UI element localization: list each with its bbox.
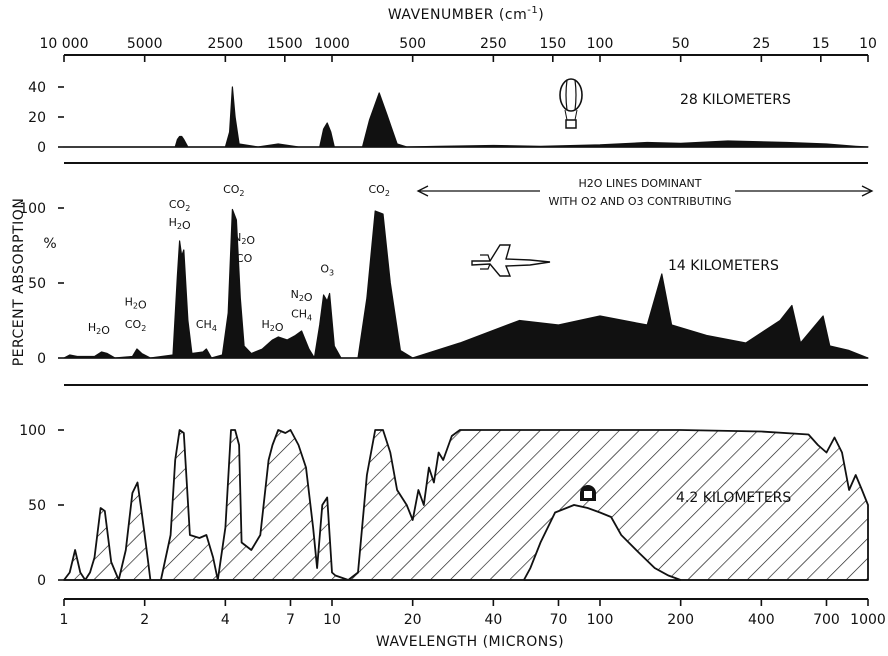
y-tick-label: 100	[19, 423, 46, 439]
bottom-tick-label: 7	[286, 612, 295, 628]
top-tick-label: 15	[812, 36, 830, 52]
arrow-text-line1: H2O LINES DOMINANT	[578, 177, 701, 190]
observatory-hill	[523, 504, 682, 581]
panels: 0 20 40 0 50 100 0 50 100 H2O H2O CO2 CO2 H2O CH4 CO2 N2…	[19, 80, 869, 589]
y-tick-label: 0	[37, 573, 46, 589]
molecule-label: CH4	[196, 318, 217, 333]
molecule-label: H2O	[125, 296, 147, 312]
bottom-tick-label: 2	[140, 612, 149, 628]
panel-label-14km: 14 KILOMETERS	[668, 258, 779, 274]
molecule-label: CO2	[368, 183, 389, 198]
top-axis-ticks: 10 000 5000 2500 1500 1000 500 250 150 100 50 25 15…	[40, 36, 877, 62]
absorption-area	[63, 429, 869, 581]
observatory-icon	[580, 485, 596, 501]
molecule-label: CO2	[169, 198, 190, 213]
bottom-axis-ticks: 1 2 4 7 10 20 40 70 100 200 400 700 1000	[60, 599, 886, 628]
bottom-tick-label: 10	[323, 612, 341, 628]
top-tick-label: 2500	[208, 36, 244, 52]
panel-label-28km: 28 KILOMETERS	[680, 92, 791, 108]
molecule-label: CH4	[291, 308, 312, 323]
y-tick-label: 100	[19, 201, 46, 217]
jet-icon	[471, 244, 551, 277]
y-tick-label: 50	[28, 498, 46, 514]
molecule-label: O3	[320, 263, 334, 278]
molecule-label: CO2	[223, 183, 244, 198]
molecule-label: N2O	[233, 231, 255, 247]
absorption-area	[63, 86, 869, 148]
bottom-tick-label: 40	[484, 612, 502, 628]
molecule-label: CO2	[125, 318, 146, 333]
molecule-label: CO	[236, 252, 253, 265]
y-tick-label: 0	[37, 140, 46, 156]
y-axis-unit: %	[43, 236, 56, 252]
water-lines-arrow	[416, 185, 874, 197]
top-tick-label: 1000	[314, 36, 350, 52]
bottom-tick-label: 70	[550, 612, 568, 628]
molecule-label: H2O	[261, 318, 283, 334]
y-axis-label: PERCENT ABSORPTION	[11, 198, 27, 367]
top-tick-label: 10 000	[40, 36, 89, 52]
bottom-tick-label: 4	[221, 612, 230, 628]
y-tick-label: 0	[37, 351, 46, 367]
bottom-tick-label: 200	[667, 612, 694, 628]
top-tick-label: 150	[539, 36, 566, 52]
top-tick-label: 10	[859, 36, 877, 52]
y-tick-label: 40	[28, 80, 46, 96]
balloon-icon	[559, 78, 583, 129]
top-tick-label: 5000	[127, 36, 163, 52]
top-tick-label: 25	[752, 36, 770, 52]
bottom-tick-label: 1	[60, 612, 69, 628]
bottom-tick-label: 1000	[850, 612, 886, 628]
arrow-text-line2: WITH O2 AND O3 CONTRIBUTING	[548, 195, 731, 208]
x-axis-label: WAVELENGTH (MICRONS)	[376, 634, 564, 650]
top-tick-label: 500	[399, 36, 426, 52]
molecule-label: H2O	[88, 321, 110, 337]
y-tick-label: 20	[28, 110, 46, 126]
molecule-label: N2O	[291, 288, 313, 304]
bottom-tick-label: 100	[587, 612, 614, 628]
y-tick-label: 50	[28, 276, 46, 292]
top-tick-label: 250	[480, 36, 507, 52]
panel-label-4km: 4.2 KILOMETERS	[676, 490, 791, 506]
top-axis-label: WAVENUMBER (cm-1)	[388, 5, 544, 23]
bottom-tick-label: 20	[404, 612, 422, 628]
bottom-tick-label: 700	[813, 612, 840, 628]
bottom-tick-label: 400	[748, 612, 775, 628]
top-tick-label: 1500	[267, 36, 303, 52]
molecule-label: H2O	[169, 216, 191, 232]
top-tick-label: 50	[672, 36, 690, 52]
top-tick-label: 100	[587, 36, 614, 52]
absorption-area	[63, 208, 869, 359]
